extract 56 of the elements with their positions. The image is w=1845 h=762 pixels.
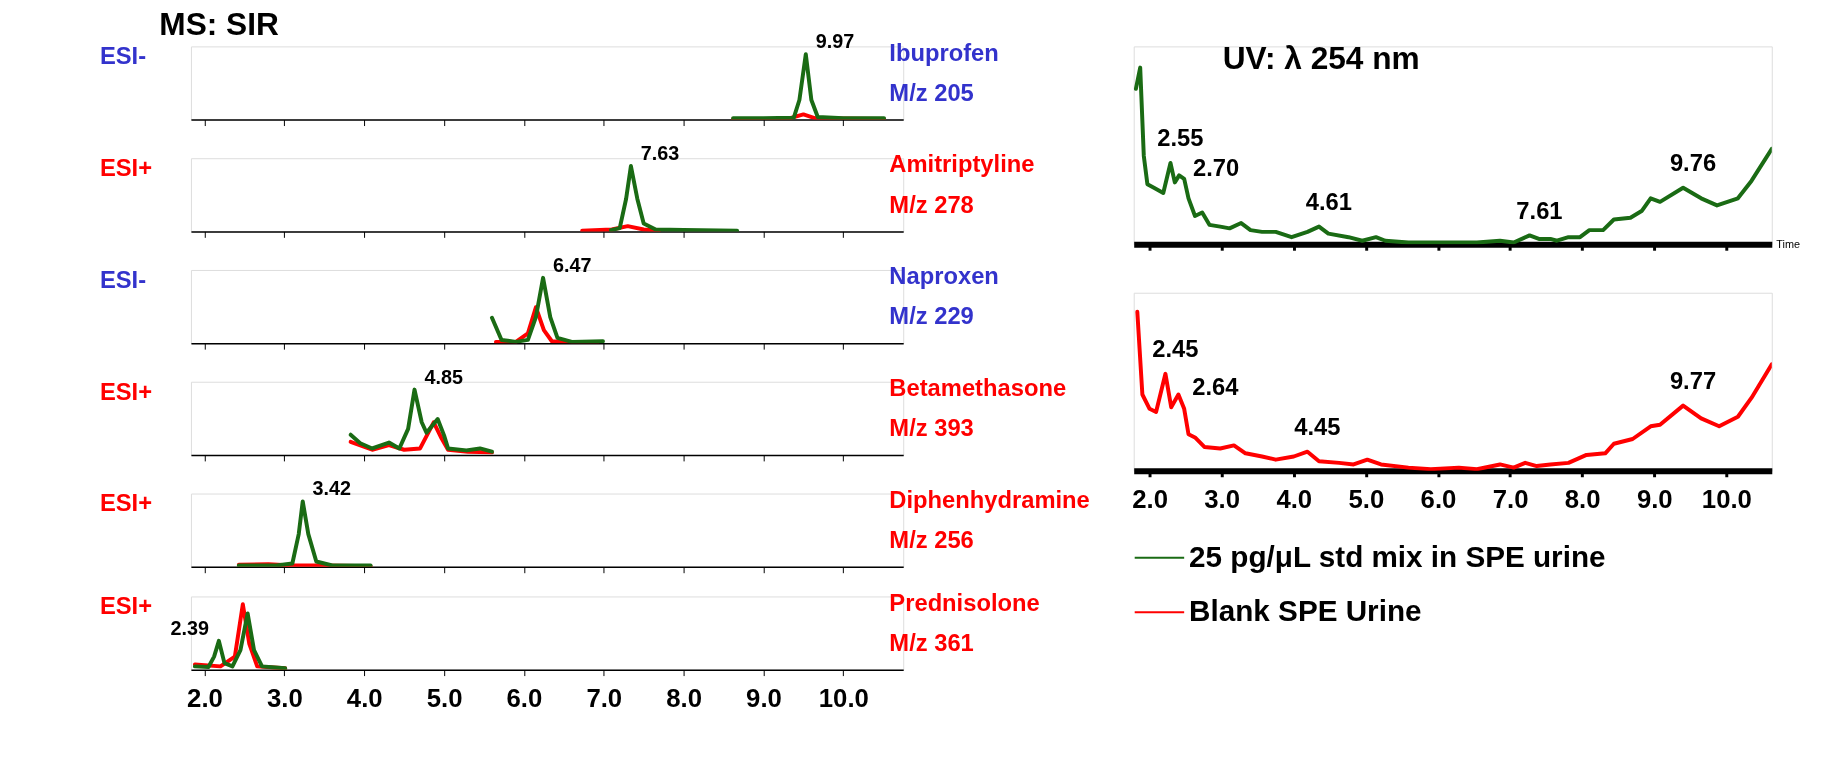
- annotation: 2.64: [1192, 374, 1240, 401]
- annotation: M/z 256: [889, 527, 974, 554]
- x-tick-label: 5.0: [1348, 484, 1385, 513]
- annotation: 9.76: [1669, 149, 1717, 176]
- x-tick-label: 6.0: [1420, 484, 1457, 513]
- text: ESI+: [99, 490, 153, 517]
- legend-label: 25 pg/μL std mix in SPE urine: [1189, 539, 1606, 573]
- text: ESI+: [99, 593, 153, 620]
- annotation: Diphenhydramine: [889, 486, 1090, 513]
- annotation: 4.85: [424, 365, 463, 388]
- annotation: 2.70: [1192, 155, 1240, 182]
- x-tick-label: 5.0: [426, 683, 463, 712]
- annotation: 2.39: [170, 616, 209, 639]
- text: ESI+: [99, 378, 153, 405]
- x-tick-label: 8.0: [666, 683, 702, 712]
- annotation: 2.55: [1157, 125, 1204, 152]
- x-tick-label: 8.0: [1564, 484, 1601, 513]
- annotation: M/z 361: [889, 629, 974, 656]
- annotation: Betamethasone: [889, 375, 1067, 402]
- x-tick-label: 3.0: [1204, 484, 1241, 513]
- annotation: 9.97: [815, 30, 855, 53]
- chart-title: MS: SIR: [159, 6, 279, 43]
- annotation: 4.61: [1305, 188, 1352, 215]
- x-tick-label: 2.0: [1132, 484, 1168, 513]
- annotation: M/z 229: [889, 303, 974, 330]
- annotation: 2.45: [1152, 336, 1199, 362]
- annotation: M/z 278: [889, 191, 974, 218]
- x-tick-label: 2.0: [187, 683, 223, 712]
- x-tick-label: 10.0: [1701, 484, 1752, 513]
- text: ESI+: [99, 155, 153, 182]
- annotation: 7.63: [640, 142, 680, 165]
- annotation: 4.45: [1294, 413, 1341, 440]
- x-tick-label: 6.0: [506, 683, 543, 712]
- x-tick-label: 7.0: [586, 683, 623, 712]
- annotation: Prednisolone: [889, 589, 1040, 616]
- x-tick-label: 9.0: [746, 683, 782, 712]
- chart-title: UV: λ 254 nm: [1222, 40, 1420, 77]
- x-tick-label: 4.0: [1276, 484, 1313, 513]
- annotation: 6.47: [552, 253, 592, 276]
- annotation: M/z 205: [889, 79, 974, 106]
- annotation: 9.77: [1669, 367, 1717, 394]
- legend-label: Blank SPE Urine: [1189, 594, 1422, 628]
- x-tick-label: 4.0: [346, 683, 383, 712]
- x-tick-label: 10.0: [818, 683, 869, 712]
- annotation: Naproxen: [889, 263, 999, 290]
- annotation: Amitriptyline: [889, 151, 1035, 178]
- annotation: 3.42: [312, 477, 352, 500]
- x-axis-title: Time: [1776, 237, 1801, 250]
- text: ESI-: [99, 266, 147, 293]
- annotation: 7.61: [1516, 197, 1563, 224]
- x-tick-label: 9.0: [1636, 484, 1673, 513]
- x-tick-label: 3.0: [266, 683, 303, 712]
- text: ESI-: [99, 43, 147, 70]
- annotation: Ibuprofen: [889, 39, 999, 66]
- annotation: M/z 393: [889, 415, 974, 442]
- x-tick-label: 7.0: [1492, 484, 1529, 513]
